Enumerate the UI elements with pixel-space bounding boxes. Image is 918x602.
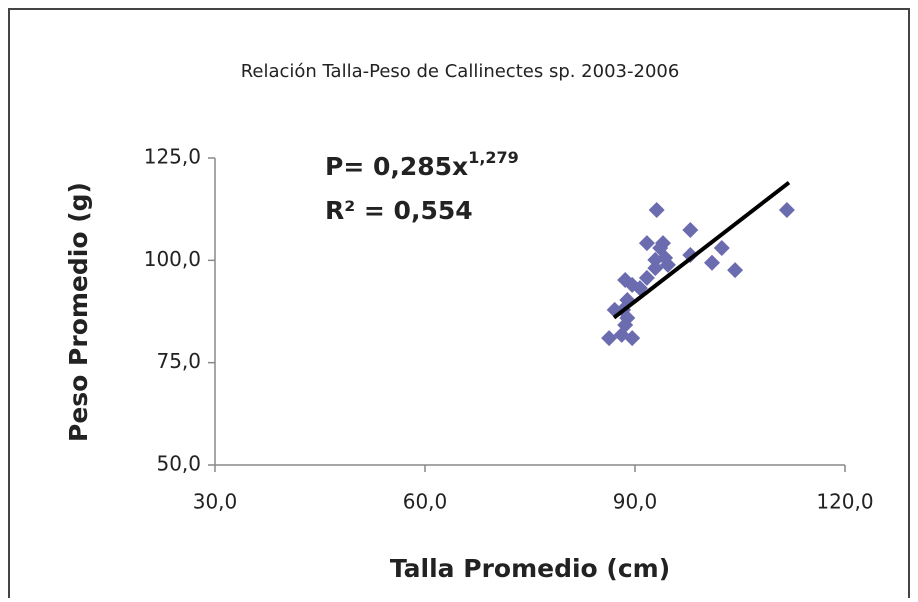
equation: P= 0,285x1,279: [325, 148, 519, 182]
data-point: [682, 247, 699, 264]
x-axis-label: Talla Promedio (cm): [390, 554, 670, 583]
data-point: [638, 269, 655, 286]
data-point: [778, 201, 795, 218]
y-tick-label: 125,0: [144, 145, 201, 169]
data-point: [704, 254, 720, 271]
chart-title: Relación Talla-Peso de Callinectes sp. 2…: [241, 61, 680, 82]
equation-text: P= 0,285x: [325, 152, 468, 181]
data-point: [638, 235, 655, 252]
chart-frame: [8, 8, 910, 602]
data-point: [647, 251, 664, 268]
y-tick-label: 100,0: [144, 247, 201, 271]
data-point: [648, 201, 665, 218]
data-point: [647, 260, 664, 277]
y-axis-label: Peso Promedio (g): [64, 182, 93, 442]
x-tick-label: 120,0: [816, 490, 873, 514]
x-tick-label: 60,0: [403, 490, 448, 514]
y-tick-label: 50,0: [156, 452, 201, 476]
data-point: [682, 222, 699, 239]
r-squared: R² = 0,554: [325, 196, 473, 225]
data-point: [727, 262, 744, 279]
y-tick-label: 75,0: [156, 349, 201, 373]
data-point: [659, 256, 676, 273]
x-tick-label: 30,0: [193, 490, 238, 514]
data-point: [624, 330, 641, 347]
trendline: [612, 180, 791, 320]
equation-exponent: 1,279: [468, 148, 519, 167]
data-point: [713, 240, 730, 257]
data-point: [655, 235, 671, 252]
x-tick-label: 90,0: [613, 490, 658, 514]
data-point: [601, 330, 618, 347]
